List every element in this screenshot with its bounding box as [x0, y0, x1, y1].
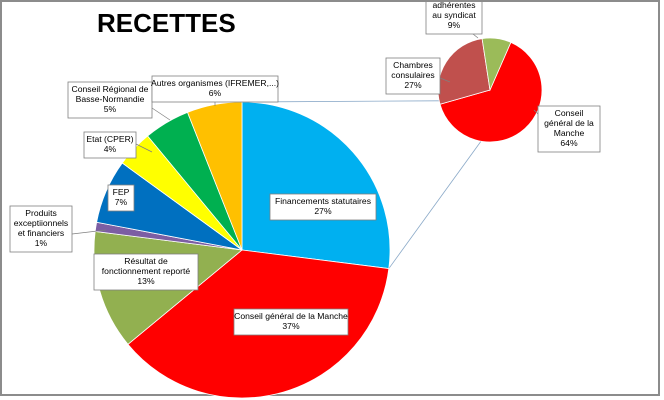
data-label-value: 6%: [209, 88, 222, 98]
data-label-box: [151, 75, 279, 103]
data-label-text: Conseil général de la Manche: [234, 311, 348, 321]
data-label-value: 5%: [104, 104, 117, 114]
data-label-box: [9, 205, 73, 253]
sub-label-box: [385, 57, 441, 95]
secondary-pie: [437, 37, 543, 143]
data-label-value: 7%: [115, 197, 128, 207]
data-label-text: Basse-Normandie: [76, 94, 145, 104]
pie-slice-financements-statutaires: [241, 101, 391, 269]
sub-slice-conseil-general-de-la-manche: [439, 41, 543, 143]
data-label-value: 4%: [104, 144, 117, 154]
leader-line: [71, 229, 107, 235]
sub-label-text: Chambres: [393, 60, 433, 70]
main-pie: [93, 101, 391, 398]
leader-line: [533, 109, 539, 115]
sub-label-text: Conseil: [555, 108, 584, 118]
data-label-text: Résultat de: [124, 256, 168, 266]
data-label-text: Conseil Régional de: [72, 84, 149, 94]
data-label-value: 27%: [314, 206, 332, 216]
connector-line-bottom: [388, 140, 482, 269]
data-label-etat-cper: Etat (CPER)4%: [83, 131, 137, 159]
data-label-box: [269, 193, 377, 221]
data-label-value: 13%: [137, 276, 155, 286]
sub-label-value: 64%: [560, 138, 578, 148]
leader-line: [151, 107, 171, 121]
data-label-text: Autres organismes (IFREMER,...): [151, 78, 279, 88]
sub-label-text: au syndicat: [432, 10, 476, 20]
data-label-box: [83, 131, 137, 159]
data-label-text: FEP: [113, 187, 130, 197]
leader-line: [135, 143, 153, 153]
data-label-text: Financements statutaires: [275, 196, 371, 206]
data-label-autres-organismes-ifremer: Autres organismes (IFREMER,...)6%: [151, 75, 279, 103]
sub-label-value: 9%: [448, 20, 461, 30]
sub-label-text: consulaires: [391, 70, 434, 80]
sub-label-box: [425, 2, 483, 35]
data-label-text: et financiers: [18, 228, 64, 238]
data-label-text: Produits: [25, 208, 57, 218]
sub-slice-chambres-consulaires: [437, 38, 491, 105]
sub-label-text: Manche: [554, 128, 585, 138]
data-label-text: exceptiionnels: [14, 218, 68, 228]
data-label-box: [93, 253, 199, 291]
leader-line: [439, 77, 451, 83]
data-label-box: [107, 184, 135, 212]
sub-slice-adherentes-au-syndicat: [481, 37, 512, 92]
sub-label-box: [537, 105, 601, 153]
data-label-value: 37%: [282, 321, 300, 331]
chart-title: RECETTES: [97, 8, 236, 38]
data-label-box: [67, 81, 153, 119]
sub-label-value: 27%: [404, 80, 422, 90]
sub-label-text: adhérentes: [432, 2, 475, 10]
data-label-text: Etat (CPER): [86, 134, 133, 144]
data-label-value: 1%: [35, 238, 48, 248]
sub-label-text: général de la: [544, 118, 594, 128]
data-label-box: [233, 308, 349, 336]
data-label-text: fonctionnement reporté: [102, 266, 191, 276]
